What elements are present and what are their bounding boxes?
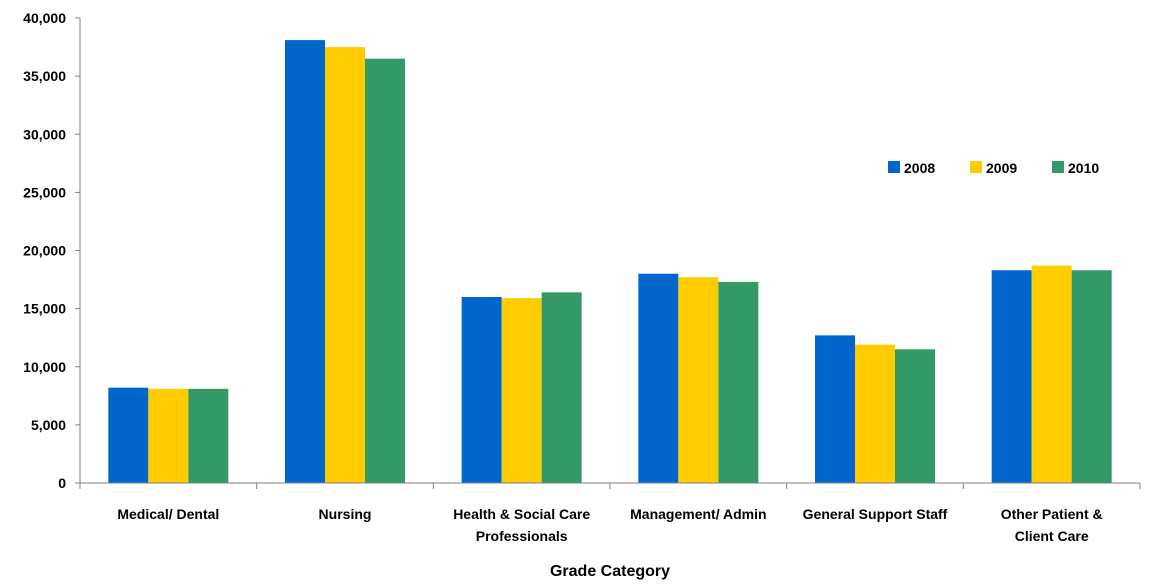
y-tick-label: 35,000 [23,68,66,84]
x-axis-title: Grade Category [550,563,670,580]
bar-2009 [148,388,189,483]
axes-layer [79,18,1140,484]
bar-2009 [325,47,365,483]
bar-2008 [461,297,502,483]
legend-label: 2010 [1068,160,1099,176]
y-tick-label: 5,000 [31,417,66,433]
bar-2008 [285,40,325,484]
bar-2008 [638,273,679,483]
bar-2009 [1031,265,1072,483]
y-tick-label: 20,000 [23,243,66,259]
legend-swatch [970,161,982,173]
y-tick-label: 30,000 [23,126,66,142]
y-tick-label: 25,000 [23,184,66,200]
legend-label: 2009 [986,160,1017,176]
y-ticks-layer: 0 5,000 10,000 15,000 20,000 25,000 30,000 35,0… [23,10,80,491]
bar-2010 [188,388,229,483]
bar-2008 [108,387,149,483]
bar-2009 [501,298,542,483]
bars-layer [108,40,1112,484]
legend-swatch [1052,161,1064,173]
bar-2010 [718,281,759,483]
category-label: General Support Staff [803,506,948,522]
category-label: Management/ Admin [630,506,766,522]
category-label: Nursing [319,506,372,522]
bar-2009 [855,344,895,483]
bar-2008 [991,270,1032,483]
bar-2008 [815,335,855,483]
y-tick-label: 10,000 [23,359,66,375]
category-label: Other Patient & Client Care [1001,506,1103,544]
category-label: Medical/ Dental [117,506,219,522]
y-tick-label: 40,000 [23,10,66,26]
bar-2009 [678,277,719,483]
bar-2010 [365,58,405,483]
legend-label: 2008 [904,160,935,176]
bar-2010 [895,349,935,483]
bar-2010 [541,292,582,483]
y-tick-label: 0 [58,475,66,491]
x-ticks-layer [79,483,1141,489]
legend: 2008 2009 2010 [888,160,1099,176]
y-tick-label: 15,000 [23,301,66,317]
legend-swatch [888,161,900,173]
category-label: Health & Social Care Professionals [453,506,590,544]
category-labels-layer: Medical/ Dental Nursing Health & Social Ca… [117,506,1102,544]
bar-2010 [1071,270,1112,483]
